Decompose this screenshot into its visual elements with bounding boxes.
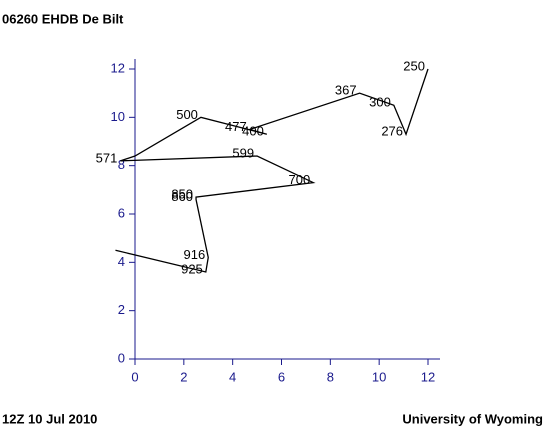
point-label: 916 — [184, 247, 206, 262]
x-tick-label: 12 — [421, 369, 435, 384]
point-label: 850 — [171, 187, 193, 202]
chart-title: 06260 EHDB De Bilt — [2, 11, 124, 26]
x-tick-label: 10 — [372, 369, 386, 384]
point-label: 860 — [171, 189, 193, 204]
y-tick-label: 12 — [111, 60, 125, 75]
hodograph-line — [115, 68, 429, 273]
y-tick-label: 10 — [111, 109, 125, 124]
y-tick-label: 0 — [118, 350, 125, 365]
point-label: 400 — [242, 124, 264, 139]
point-label: 250 — [403, 58, 425, 73]
footer-right: University of Wyoming — [402, 411, 543, 426]
x-tick-label: 6 — [278, 369, 285, 384]
x-tick-label: 2 — [180, 369, 187, 384]
point-label: 599 — [232, 145, 254, 160]
point-label: 477 — [225, 119, 247, 134]
y-tick-label: 2 — [118, 302, 125, 317]
x-tick-label: 8 — [327, 369, 334, 384]
point-label: 571 — [96, 150, 118, 165]
point-label: 367 — [335, 83, 357, 98]
y-tick-label: 4 — [118, 254, 125, 269]
point-label: 700 — [289, 172, 311, 187]
y-tick-label: 8 — [118, 157, 125, 172]
x-tick-label: 4 — [229, 369, 236, 384]
point-label: 300 — [369, 95, 391, 110]
point-label: 500 — [176, 107, 198, 122]
point-label: 925 — [181, 261, 203, 276]
x-tick-label: 0 — [131, 369, 138, 384]
y-tick-label: 6 — [118, 205, 125, 220]
footer-left: 12Z 10 Jul 2010 — [2, 411, 97, 426]
point-label: 276 — [381, 124, 403, 139]
